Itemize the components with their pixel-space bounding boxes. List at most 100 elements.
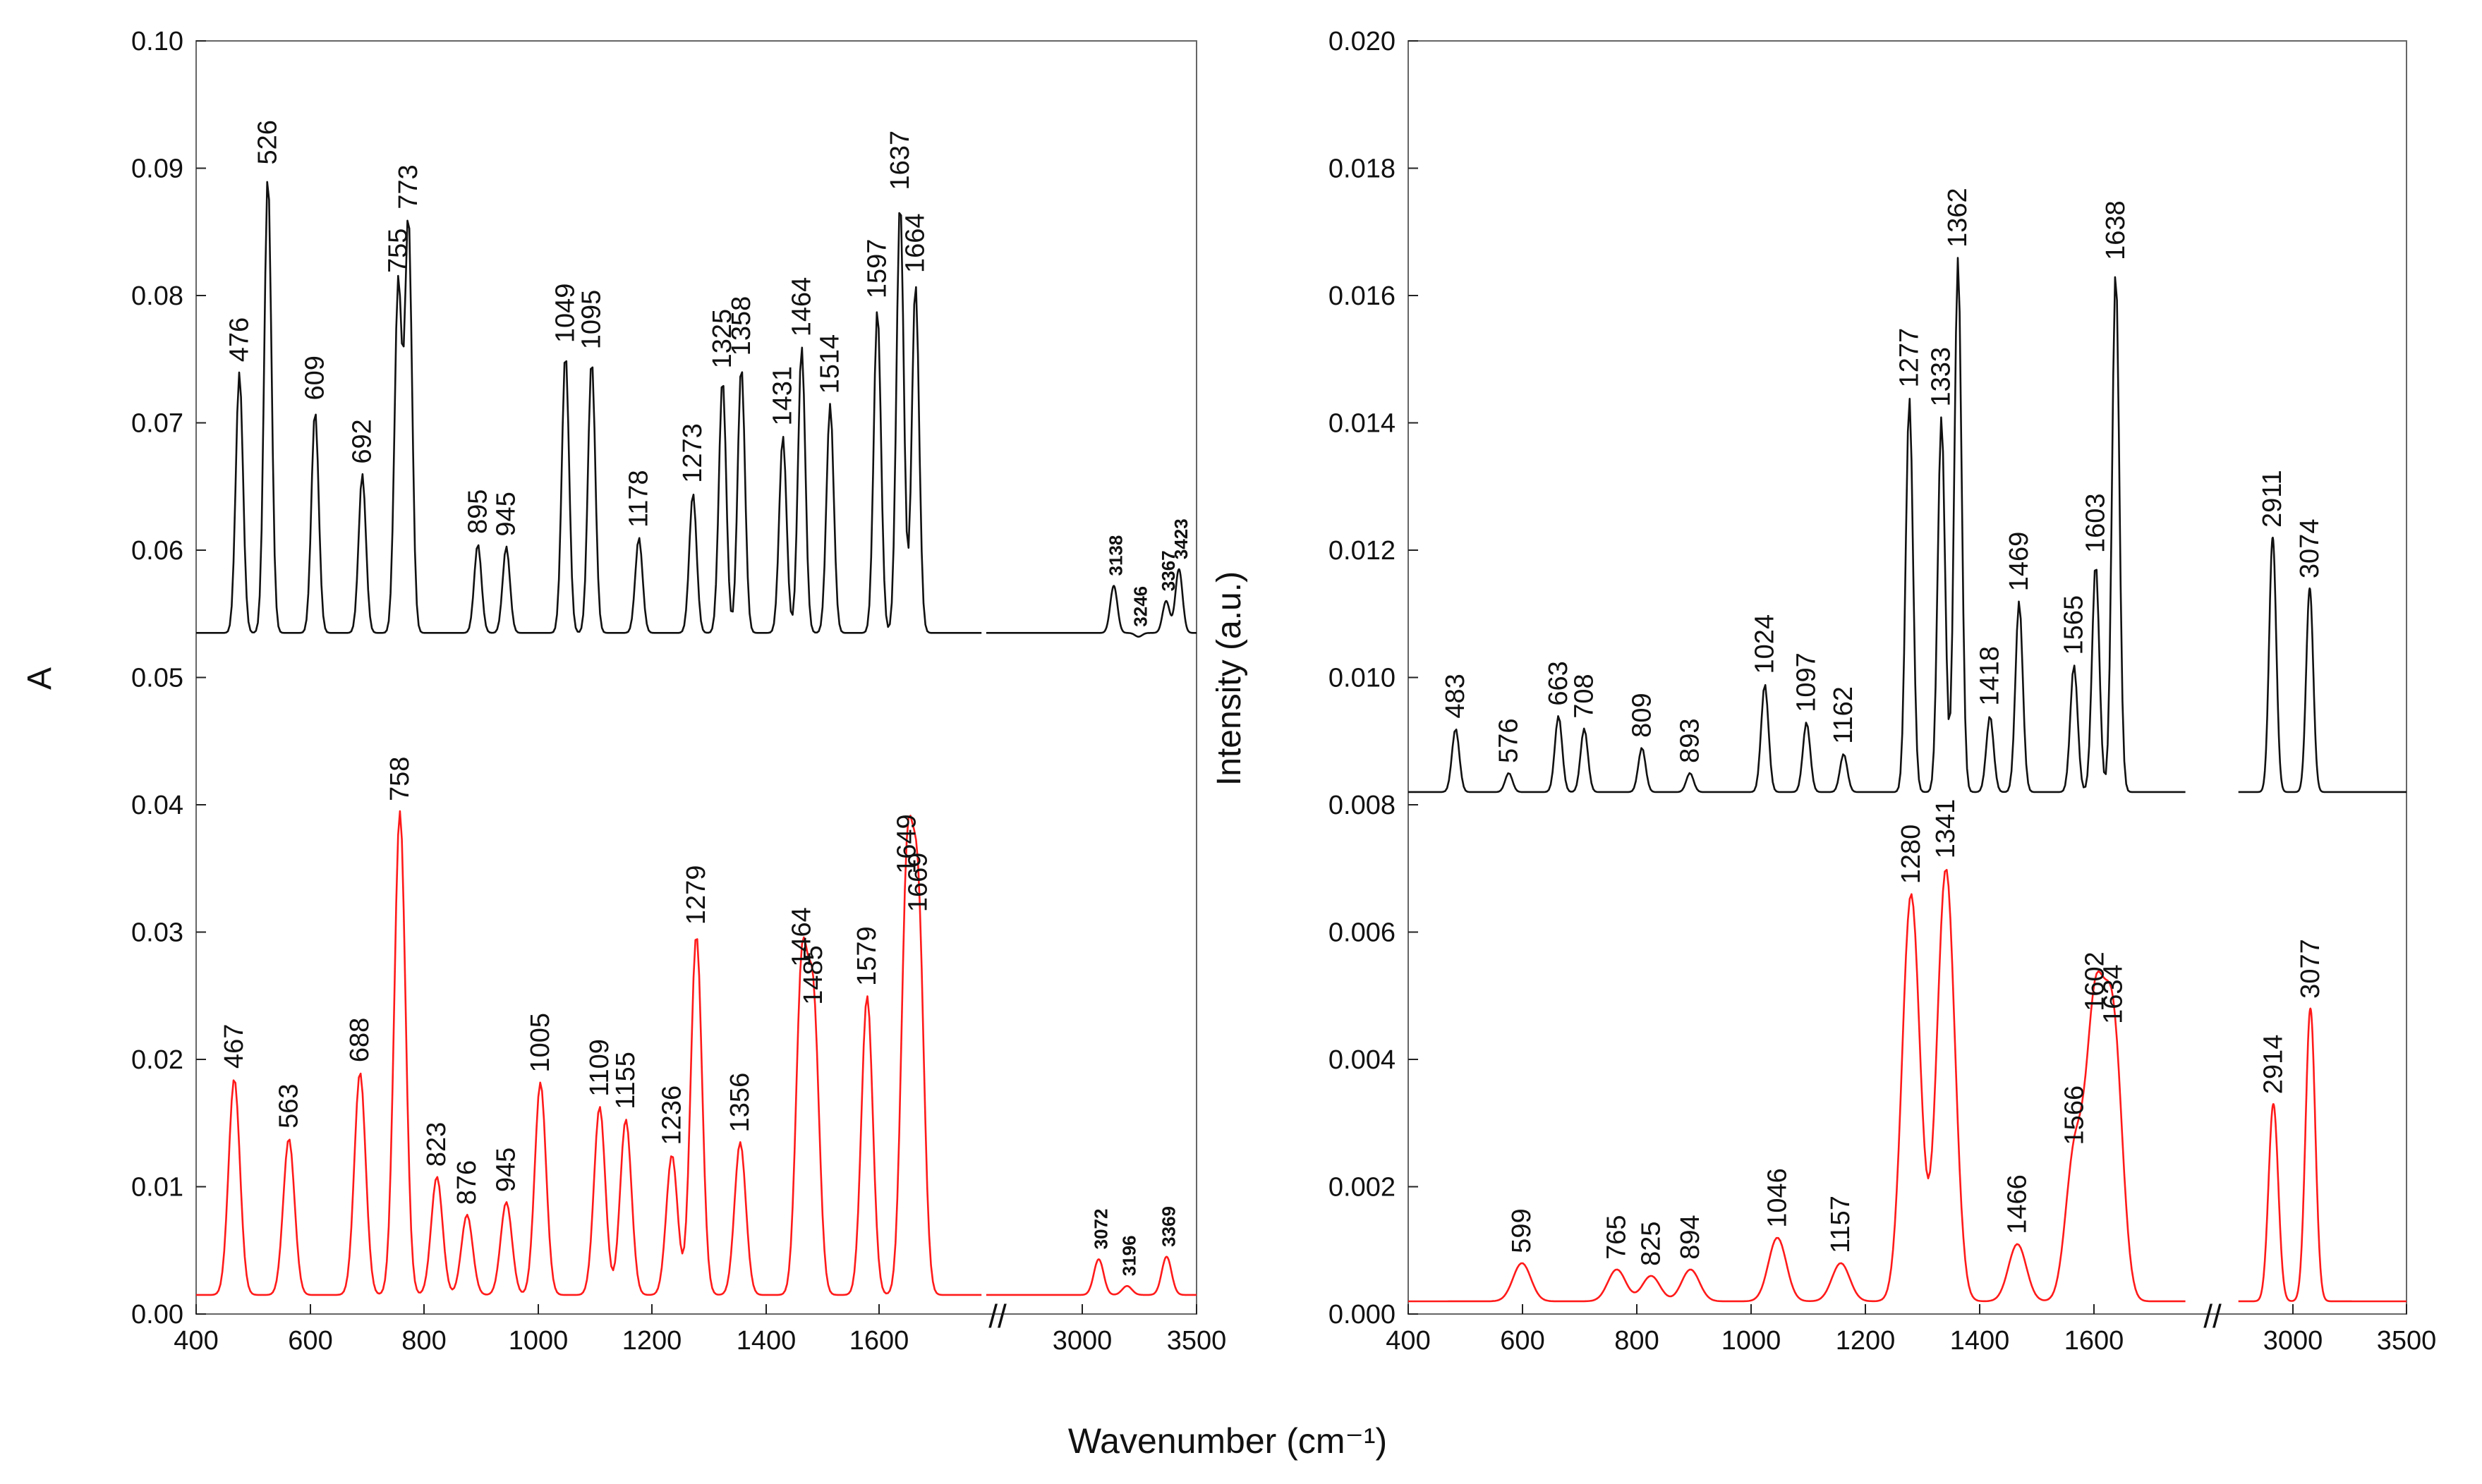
left-y-ticks: 0.00 0.01 0.02 0.03 0.04 0.05 0.06 0.07 0.08 0.09… [131,27,206,1330]
y-tick-label: 0.008 [1328,791,1396,820]
spectrum-lower-high-range [2238,1007,2407,1303]
peak-label-lower: 1236 [657,1085,686,1145]
spectrum-lower-high-range [986,1255,1197,1296]
peak-label-lower: 1485 [799,945,828,1005]
x-tick-label: 1400 [737,1326,797,1356]
peak-label-upper: 1024 [1750,614,1779,674]
peak-label-lower: 563 [274,1084,304,1129]
x-tick-label: 1200 [1836,1326,1896,1356]
peak-label-upper: 2911 [2258,470,2287,528]
peak-label-upper: 1469 [2004,532,2034,592]
peak-label-upper: 1565 [2059,595,2089,655]
peak-label-upper: 773 [394,164,423,209]
peak-label-lower: 1356 [725,1073,755,1133]
spectrum-lower-low-range [196,810,982,1296]
left-axis-break-mark: // [988,1298,1007,1334]
peak-label-lower: 1157 [1826,1196,1856,1253]
spectrum-lower-low-range [1408,868,2186,1303]
peak-label-upper: 1603 [2081,493,2110,553]
peak-label-upper: 3138 [1106,535,1127,576]
peak-label-lower: 1279 [682,865,711,925]
peak-label-lower: 3077 [2296,939,2325,999]
x-tick-label: 400 [174,1326,218,1356]
peak-label-upper: 1162 [1829,686,1858,744]
y-tick-label: 0.000 [1328,1300,1396,1330]
y-tick-label: 0.00 [131,1300,183,1330]
peak-label-upper: 1637 [885,130,915,190]
y-tick-label: 0.020 [1328,27,1396,56]
peak-label-lower: 1280 [1896,825,1926,884]
peak-label-upper: 1273 [678,423,708,483]
x-tick-label: 1600 [2064,1326,2124,1356]
peak-label-lower: 1464 [787,907,816,967]
peak-label-lower: 823 [422,1122,452,1167]
peak-label-upper: 708 [1570,674,1599,718]
y-tick-label: 0.002 [1328,1173,1396,1203]
spectrum-upper-high-range [986,568,1197,638]
left-spectra [196,181,1197,1296]
right-panel: 0.000 0.002 0.004 0.006 0.008 0.010 0.012 0.014… [1211,27,2436,1356]
peak-label-upper: 3246 [1130,586,1151,627]
peak-label-upper: 1333 [1927,347,1956,407]
peak-label-upper: 609 [301,355,330,400]
peak-label-lower: 3369 [1158,1206,1180,1247]
peak-label-upper: 692 [348,419,377,463]
y-tick-label: 0.01 [131,1173,183,1203]
peak-label-upper: 3074 [2295,519,2325,579]
y-tick-label: 0.016 [1328,281,1396,311]
peak-label-lower: 825 [1636,1221,1666,1265]
peak-label-lower: 876 [452,1160,482,1205]
right-axis-break: // [2203,1298,2222,1334]
peak-label-lower: 1005 [526,1013,555,1073]
y-tick-label: 0.07 [131,409,183,439]
peak-label-upper: 1097 [1792,652,1822,712]
left-y-axis-label: A [21,667,59,690]
y-tick-label: 0.03 [131,918,183,948]
left-peak-labels: 4765266096927557738959451049109511781273… [219,120,1192,1276]
x-axis-label: Wavenumber (cm⁻¹) [1068,1421,1387,1461]
peak-label-lower: 599 [1507,1208,1537,1253]
peak-label-upper: 1664 [901,213,931,273]
peak-label-upper: 1464 [787,277,816,337]
peak-label-lower: 758 [385,757,415,801]
peak-label-upper: 1325 [708,309,737,369]
y-tick-label: 0.004 [1328,1045,1396,1075]
peak-label-upper: 1638 [2101,200,2131,260]
right-spectra [1408,257,2407,1303]
peak-label-lower: 1579 [852,926,882,986]
x-tick-label: 600 [1500,1326,1544,1356]
y-tick-label: 0.05 [131,664,183,693]
y-tick-label: 0.006 [1328,918,1396,948]
peak-label-lower: 1649 [892,814,922,874]
peak-label-upper: 1358 [727,296,756,356]
peak-label-lower: 945 [492,1148,521,1192]
right-y-axis-label: Intensity (a.u.) [1211,571,1248,786]
peak-label-upper: 945 [492,492,521,536]
x-tick-label: 3500 [1167,1326,1227,1356]
y-tick-label: 0.010 [1328,664,1396,693]
peak-label-lower: 1341 [1931,799,1961,859]
y-tick-label: 0.014 [1328,409,1396,439]
y-tick-label: 0.09 [131,154,183,184]
peak-label-lower: 467 [219,1024,249,1069]
peak-label-lower: 1155 [611,1052,641,1109]
spectrum-upper-high-range [2238,536,2407,793]
x-tick-label: 800 [1614,1326,1659,1356]
peak-label-upper: 1362 [1943,188,1973,248]
peak-label-lower: 688 [345,1018,375,1062]
peak-label-upper: 1431 [768,366,798,426]
spectrum-upper-low-range [196,181,982,634]
x-tick-label: 1400 [1950,1326,2010,1356]
peak-label-upper: 755 [383,229,413,273]
y-tick-label: 0.04 [131,791,183,820]
x-tick-label: 1200 [622,1326,682,1356]
peak-label-upper: 526 [253,120,283,164]
x-tick-label: 400 [1386,1326,1430,1356]
peak-label-upper: 663 [1544,661,1573,705]
y-tick-label: 0.012 [1328,536,1396,566]
right-x-ticks: 400 600 800 1000 1200 1400 1600 3000 3500 [1386,1304,2436,1356]
peak-label-upper: 1277 [1894,328,1924,388]
peak-label-upper: 3367 [1158,550,1179,591]
